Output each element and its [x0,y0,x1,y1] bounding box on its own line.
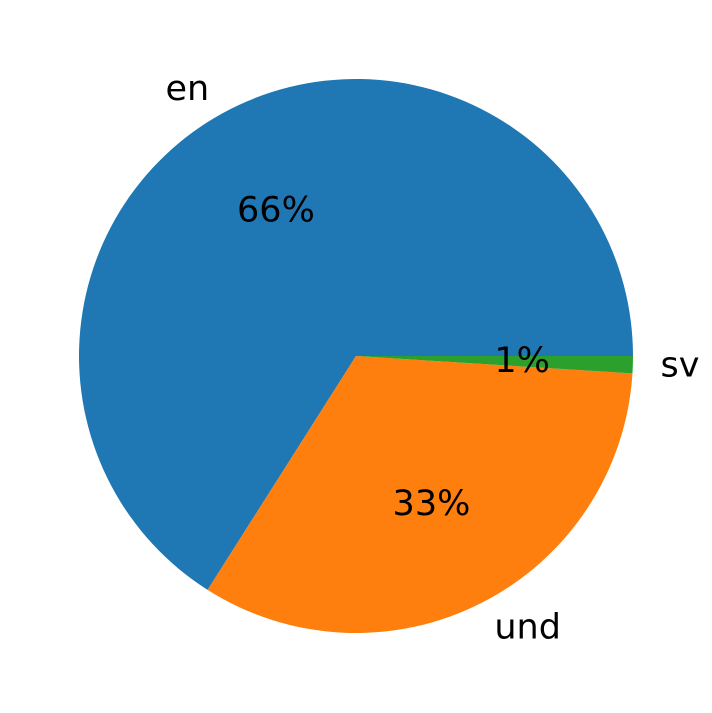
pie-slice-sv [356,356,633,374]
category-label-sv: sv [661,346,700,386]
percent-label-und: 33% [393,484,471,524]
pie-slice-und [207,356,633,633]
pie-slices [78,79,633,633]
category-label-en: en [165,69,209,109]
category-label-und: und [494,607,561,647]
percent-label-en: 66% [237,190,315,230]
pie-slice-en [78,79,633,590]
percent-label-sv: 1% [494,341,550,381]
pie-labels: en 66% und 33% sv 1% [165,69,699,648]
